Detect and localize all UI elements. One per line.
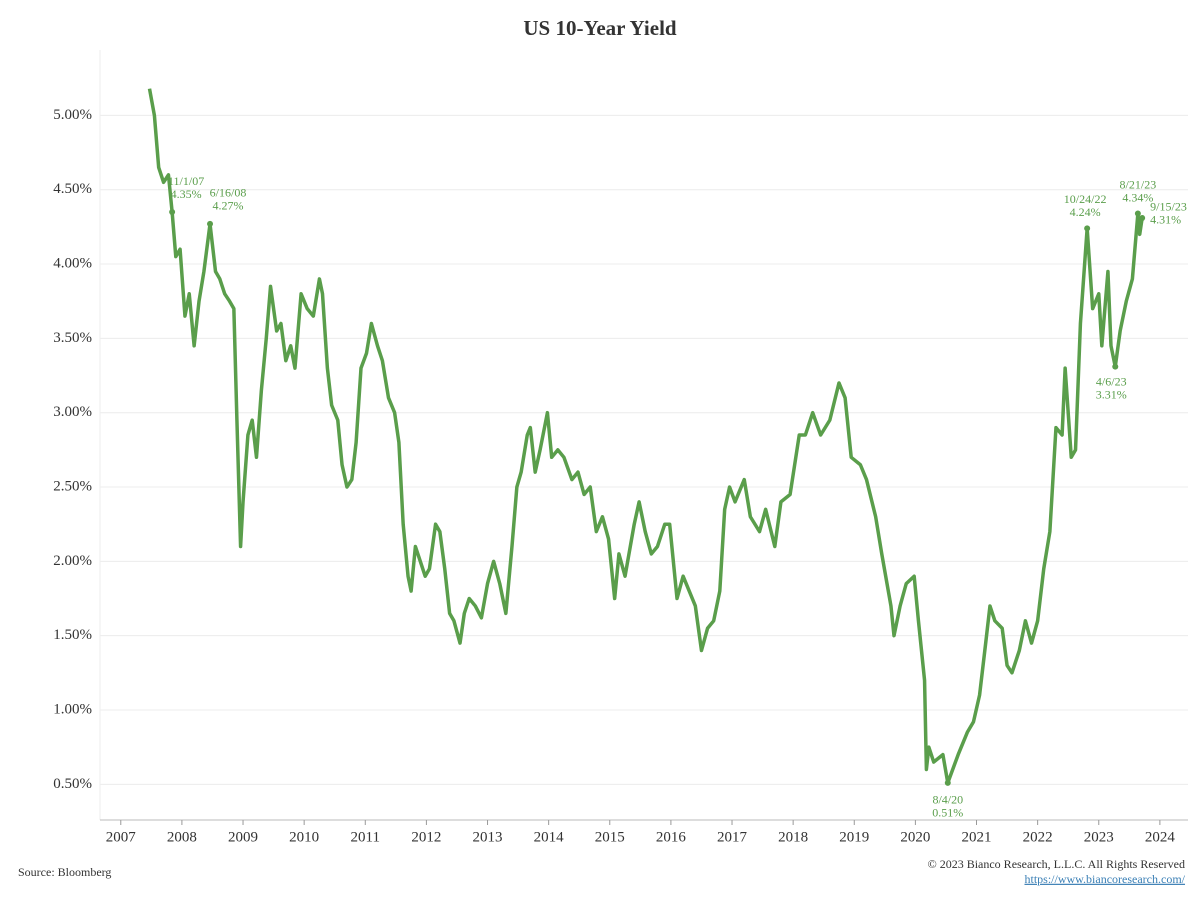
annotation-value: 0.51% [932,806,963,820]
annotation-date: 8/21/23 [1120,177,1157,191]
yield-line [147,88,1144,785]
annotation-dot [944,779,951,786]
x-tick-label: 2012 [411,829,441,845]
copyright-note: © 2023 Bianco Research, L.L.C. All Right… [928,857,1185,871]
y-tick-label: 3.00% [53,404,92,420]
x-tick-label: 2019 [839,829,869,845]
annotation-date: 6/16/08 [210,186,247,200]
chart-title: US 10-Year Yield [523,16,677,40]
annotation-dot [1084,225,1091,232]
y-tick-label: 0.50% [53,776,92,792]
y-tick-label: 2.00% [53,553,92,569]
annotation-dot [207,220,214,227]
annotation-dot [1139,214,1146,221]
y-tick-label: 4.50% [53,181,92,197]
x-tick-label: 2008 [167,829,197,845]
y-tick-label: 3.50% [53,330,92,346]
annotation-date: 10/24/22 [1064,192,1107,206]
annotation-date: 8/4/20 [932,793,963,807]
y-tick-label: 1.50% [53,627,92,643]
annotation-value: 4.34% [1122,190,1153,204]
x-tick-label: 2023 [1084,829,1114,845]
x-tick-label: 2011 [351,829,380,845]
annotation-value: 3.31% [1096,387,1127,401]
annotation-value: 4.35% [171,187,202,201]
y-tick-label: 5.00% [53,107,92,123]
x-tick-label: 2007 [106,829,137,845]
source-note: Source: Bloomberg [18,865,111,879]
annotation-date: 9/15/23 [1150,200,1187,214]
annotation-dot [1112,363,1119,370]
x-tick-label: 2018 [778,829,808,845]
annotation-date: 4/6/23 [1096,374,1127,388]
y-tick-label: 1.00% [53,701,92,717]
website-link[interactable]: https://www.biancoresearch.com/ [1024,872,1185,886]
x-tick-label: 2024 [1145,829,1176,845]
annotation-value: 4.24% [1070,205,1101,219]
x-tick-label: 2010 [289,829,319,845]
y-tick-label: 2.50% [53,478,92,494]
x-tick-label: 2014 [534,829,565,845]
x-tick-label: 2017 [717,829,748,845]
x-tick-label: 2013 [473,829,503,845]
annotation-date: 11/1/07 [168,174,204,188]
x-tick-label: 2015 [595,829,625,845]
x-tick-label: 2021 [962,829,992,845]
x-tick-label: 2009 [228,829,258,845]
y-tick-label: 4.00% [53,255,92,271]
x-tick-label: 2016 [656,829,687,845]
annotation-dot [1134,210,1141,217]
annotation-value: 4.27% [213,199,244,213]
x-tick-label: 2020 [900,829,930,845]
annotation-dot [169,209,176,216]
x-tick-label: 2022 [1023,829,1053,845]
annotation-value: 4.31% [1150,213,1181,227]
